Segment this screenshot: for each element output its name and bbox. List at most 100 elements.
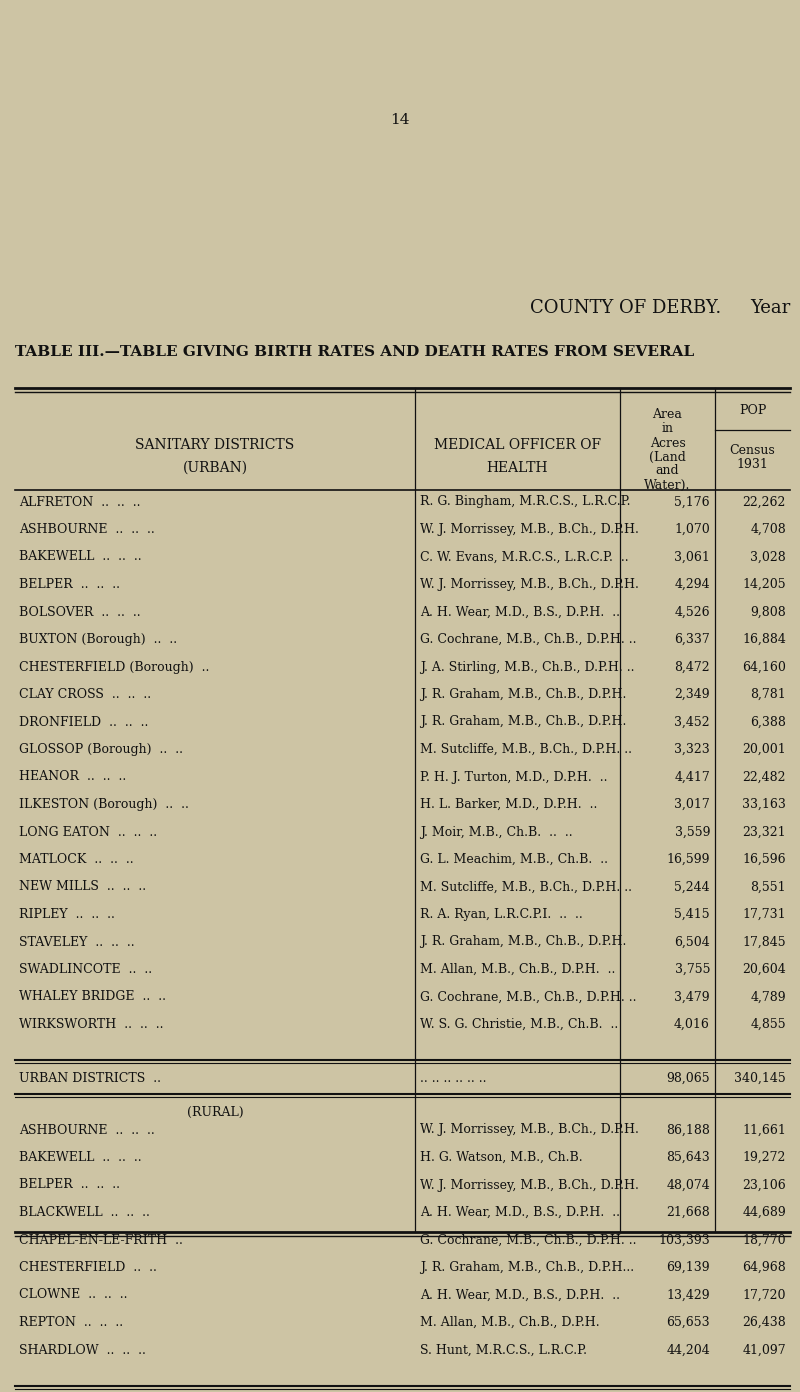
Text: G. Cochrane, M.B., Ch.B., D.P.H. ..: G. Cochrane, M.B., Ch.B., D.P.H. .. <box>420 1233 637 1246</box>
Text: 4,016: 4,016 <box>674 1018 710 1031</box>
Text: Water).: Water). <box>644 479 690 491</box>
Text: 17,720: 17,720 <box>742 1289 786 1302</box>
Text: 6,337: 6,337 <box>674 633 710 646</box>
Text: REPTON  ..  ..  ..: REPTON .. .. .. <box>19 1315 123 1329</box>
Text: SANITARY DISTRICTS: SANITARY DISTRICTS <box>135 438 294 452</box>
Text: BOLSOVER  ..  ..  ..: BOLSOVER .. .. .. <box>19 606 141 618</box>
Text: 4,708: 4,708 <box>750 523 786 536</box>
Text: 69,139: 69,139 <box>666 1261 710 1274</box>
Text: 6,504: 6,504 <box>674 935 710 948</box>
Text: 20,001: 20,001 <box>742 743 786 756</box>
Text: MATLOCK  ..  ..  ..: MATLOCK .. .. .. <box>19 853 134 866</box>
Text: TABLE III.—TABLE GIVING BIRTH RATES AND DEATH RATES FROM SEVERAL: TABLE III.—TABLE GIVING BIRTH RATES AND … <box>15 345 694 359</box>
Text: 3,479: 3,479 <box>674 991 710 1004</box>
Text: LONG EATON  ..  ..  ..: LONG EATON .. .. .. <box>19 825 157 838</box>
Text: 1931: 1931 <box>737 458 769 472</box>
Text: (RURAL): (RURAL) <box>186 1105 243 1119</box>
Text: G. L. Meachim, M.B., Ch.B.  ..: G. L. Meachim, M.B., Ch.B. .. <box>420 853 608 866</box>
Text: R. G. Bingham, M.R.C.S., L.R.C.P.: R. G. Bingham, M.R.C.S., L.R.C.P. <box>420 496 630 508</box>
Text: H. G. Watson, M.B., Ch.B.: H. G. Watson, M.B., Ch.B. <box>420 1151 582 1164</box>
Text: ASHBOURNE  ..  ..  ..: ASHBOURNE .. .. .. <box>19 1123 154 1136</box>
Text: 85,643: 85,643 <box>666 1151 710 1164</box>
Text: 23,321: 23,321 <box>742 825 786 838</box>
Text: CLOWNE  ..  ..  ..: CLOWNE .. .. .. <box>19 1289 127 1302</box>
Text: Year: Year <box>750 299 790 317</box>
Text: 340,145: 340,145 <box>734 1072 786 1084</box>
Text: 18,770: 18,770 <box>742 1233 786 1246</box>
Text: 48,074: 48,074 <box>666 1179 710 1192</box>
Text: 86,188: 86,188 <box>666 1123 710 1136</box>
Text: 21,668: 21,668 <box>666 1205 710 1219</box>
Text: 98,065: 98,065 <box>666 1072 710 1084</box>
Text: 14: 14 <box>390 113 410 127</box>
Text: J. Moir, M.B., Ch.B.  ..  ..: J. Moir, M.B., Ch.B. .. .. <box>420 825 573 838</box>
Text: 17,731: 17,731 <box>742 908 786 922</box>
Text: J. R. Graham, M.B., Ch.B., D.P.H.: J. R. Graham, M.B., Ch.B., D.P.H. <box>420 935 626 948</box>
Text: 3,061: 3,061 <box>674 550 710 564</box>
Text: COUNTY OF DERBY.: COUNTY OF DERBY. <box>530 299 722 317</box>
Text: W. S. G. Christie, M.B., Ch.B.  ..: W. S. G. Christie, M.B., Ch.B. .. <box>420 1018 618 1031</box>
Text: STAVELEY  ..  ..  ..: STAVELEY .. .. .. <box>19 935 134 948</box>
Text: 16,599: 16,599 <box>666 853 710 866</box>
Text: WIRKSWORTH  ..  ..  ..: WIRKSWORTH .. .. .. <box>19 1018 163 1031</box>
Text: GLOSSOP (Borough)  ..  ..: GLOSSOP (Borough) .. .. <box>19 743 183 756</box>
Text: 3,028: 3,028 <box>750 550 786 564</box>
Text: W. J. Morrissey, M.B., B.Ch., D.P.H.: W. J. Morrissey, M.B., B.Ch., D.P.H. <box>420 578 639 592</box>
Text: W. J. Morrissey, M.B., B.Ch., D.P.H.: W. J. Morrissey, M.B., B.Ch., D.P.H. <box>420 523 639 536</box>
Text: BAKEWELL  ..  ..  ..: BAKEWELL .. .. .. <box>19 1151 142 1164</box>
Text: 65,653: 65,653 <box>666 1315 710 1329</box>
Text: 4,526: 4,526 <box>674 606 710 618</box>
Text: 6,388: 6,388 <box>750 715 786 728</box>
Text: C. W. Evans, M.R.C.S., L.R.C.P.  ..: C. W. Evans, M.R.C.S., L.R.C.P. .. <box>420 550 629 564</box>
Text: NEW MILLS  ..  ..  ..: NEW MILLS .. .. .. <box>19 881 146 894</box>
Text: CHESTERFIELD (Borough)  ..: CHESTERFIELD (Borough) .. <box>19 660 210 674</box>
Text: BELPER  ..  ..  ..: BELPER .. .. .. <box>19 578 120 592</box>
Text: G. Cochrane, M.B., Ch.B., D.P.H. ..: G. Cochrane, M.B., Ch.B., D.P.H. .. <box>420 991 637 1004</box>
Text: .. .. .. .. .. ..: .. .. .. .. .. .. <box>420 1072 486 1084</box>
Text: 11,661: 11,661 <box>742 1123 786 1136</box>
Text: (URBAN): (URBAN) <box>182 461 247 475</box>
Text: 3,755: 3,755 <box>674 963 710 976</box>
Text: 44,689: 44,689 <box>742 1205 786 1219</box>
Text: SWADLINCOTE  ..  ..: SWADLINCOTE .. .. <box>19 963 152 976</box>
Text: HEALTH: HEALTH <box>486 461 548 475</box>
Text: ILKESTON (Borough)  ..  ..: ILKESTON (Borough) .. .. <box>19 798 189 812</box>
Text: 20,604: 20,604 <box>742 963 786 976</box>
Text: SHARDLOW  ..  ..  ..: SHARDLOW .. .. .. <box>19 1343 146 1356</box>
Text: CLAY CROSS  ..  ..  ..: CLAY CROSS .. .. .. <box>19 688 151 702</box>
Text: J. R. Graham, M.B., Ch.B., D.P.H.: J. R. Graham, M.B., Ch.B., D.P.H. <box>420 688 626 702</box>
Text: 2,349: 2,349 <box>674 688 710 702</box>
Text: BELPER  ..  ..  ..: BELPER .. .. .. <box>19 1179 120 1192</box>
Text: 5,244: 5,244 <box>674 881 710 894</box>
Text: 3,559: 3,559 <box>674 825 710 838</box>
Text: 4,855: 4,855 <box>750 1018 786 1031</box>
Text: ALFRETON  ..  ..  ..: ALFRETON .. .. .. <box>19 496 141 508</box>
Text: M. Allan, M.B., Ch.B., D.P.H.  ..: M. Allan, M.B., Ch.B., D.P.H. .. <box>420 963 615 976</box>
Text: 4,417: 4,417 <box>674 771 710 784</box>
Text: CHAPEL-EN-LE-FRITH  ..: CHAPEL-EN-LE-FRITH .. <box>19 1233 183 1246</box>
Text: 5,176: 5,176 <box>674 496 710 508</box>
Text: 64,968: 64,968 <box>742 1261 786 1274</box>
Text: 16,596: 16,596 <box>742 853 786 866</box>
Text: J. A. Stirling, M.B., Ch.B., D.P.H. ..: J. A. Stirling, M.B., Ch.B., D.P.H. .. <box>420 660 634 674</box>
Text: BAKEWELL  ..  ..  ..: BAKEWELL .. .. .. <box>19 550 142 564</box>
Text: 103,393: 103,393 <box>658 1233 710 1246</box>
Text: (Land: (Land <box>649 451 686 464</box>
Text: 4,294: 4,294 <box>674 578 710 592</box>
Text: Census: Census <box>730 444 775 457</box>
Text: 1,070: 1,070 <box>674 523 710 536</box>
Text: R. A. Ryan, L.R.C.P.I.  ..  ..: R. A. Ryan, L.R.C.P.I. .. .. <box>420 908 582 922</box>
Text: 4,789: 4,789 <box>750 991 786 1004</box>
Text: G. Cochrane, M.B., Ch.B., D.P.H. ..: G. Cochrane, M.B., Ch.B., D.P.H. .. <box>420 633 637 646</box>
Text: 14,205: 14,205 <box>742 578 786 592</box>
Text: 8,781: 8,781 <box>750 688 786 702</box>
Text: M. Sutcliffe, M.B., B.Ch., D.P.H. ..: M. Sutcliffe, M.B., B.Ch., D.P.H. .. <box>420 743 632 756</box>
Text: 33,163: 33,163 <box>742 798 786 812</box>
Text: POP: POP <box>739 404 766 416</box>
Text: 41,097: 41,097 <box>742 1343 786 1356</box>
Text: 22,262: 22,262 <box>742 496 786 508</box>
Text: 19,272: 19,272 <box>742 1151 786 1164</box>
Text: S. Hunt, M.R.C.S., L.R.C.P.: S. Hunt, M.R.C.S., L.R.C.P. <box>420 1343 587 1356</box>
Text: A. H. Wear, M.D., B.S., D.P.H.  ..: A. H. Wear, M.D., B.S., D.P.H. .. <box>420 606 620 618</box>
Text: 17,845: 17,845 <box>742 935 786 948</box>
